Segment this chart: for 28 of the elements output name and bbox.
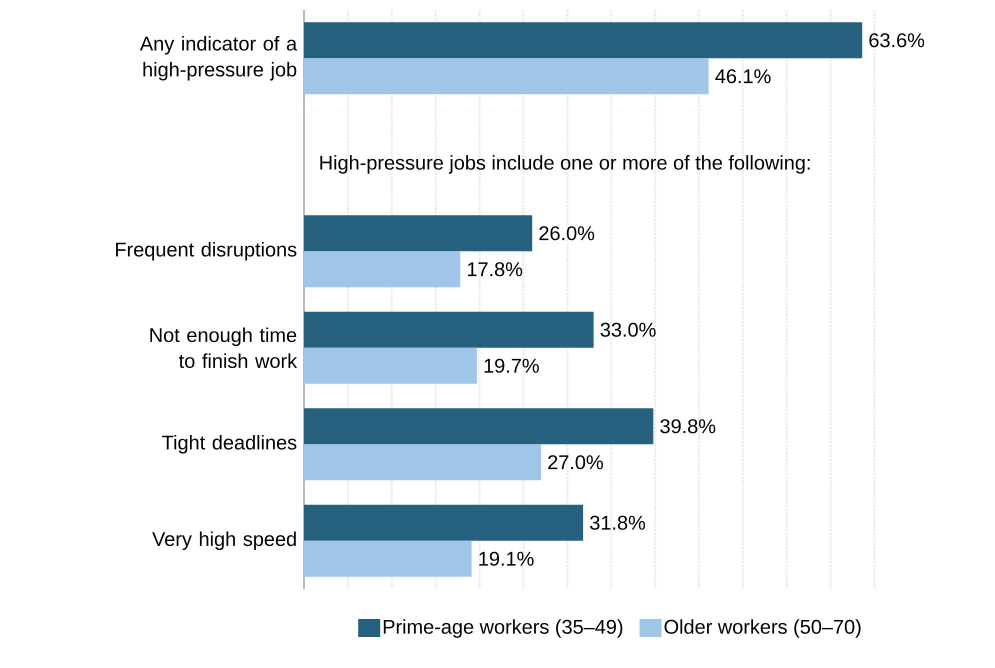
data-label: 26.0%	[539, 226, 594, 240]
data-label: 31.8%	[590, 516, 646, 530]
bar	[304, 540, 472, 577]
annotation: High-pressure jobs include one or more of the following:	[320, 155, 810, 174]
data-label: 27.0%	[548, 455, 603, 470]
y-tick-label: Any indicator of a high-pressure job	[140, 36, 298, 80]
y-tick-label: Very high speed	[152, 531, 296, 550]
bar	[304, 58, 709, 94]
legend-label: Older workers (50–70)	[664, 619, 861, 638]
y-tick-label: Not enough time to finish work	[150, 327, 298, 368]
bar	[304, 408, 654, 444]
bar	[304, 251, 460, 288]
bar	[304, 504, 584, 541]
data-label: 19.7%	[484, 358, 539, 373]
data-label: 17.8%	[468, 262, 522, 276]
data-label: 33.0%	[600, 322, 656, 337]
data-label: 63.6%	[869, 33, 924, 48]
bar	[304, 444, 541, 480]
bar	[304, 312, 594, 348]
data-label: 39.8%	[660, 419, 716, 434]
bar	[304, 22, 862, 58]
bar	[304, 348, 477, 384]
y-tick-label: Tight deadlines	[162, 434, 296, 454]
data-label: 19.1%	[479, 552, 534, 566]
data-label: 46.1%	[715, 69, 771, 84]
legend-label: Prime-age workers (35–49)	[384, 619, 622, 638]
bar	[304, 215, 532, 252]
y-tick-label: Frequent disruptions	[116, 242, 296, 261]
